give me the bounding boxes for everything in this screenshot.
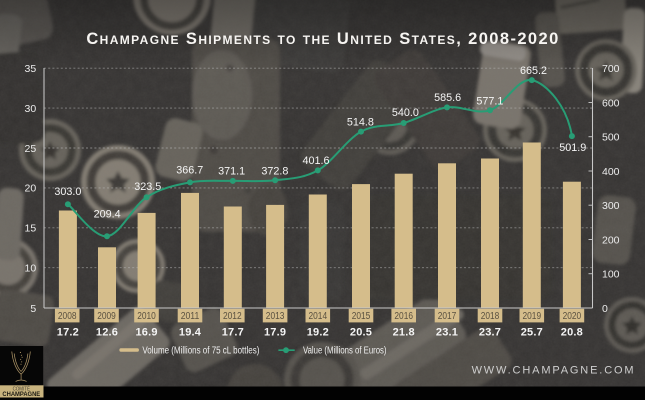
svg-text:CHAMPAGNE: CHAMPAGNE [2, 391, 40, 398]
svg-text:2018: 2018 [481, 311, 500, 322]
svg-text:2020: 2020 [563, 311, 582, 322]
svg-text:401.6: 401.6 [302, 155, 329, 167]
svg-text:Value (Millions of Euros): Value (Millions of Euros) [303, 346, 387, 357]
svg-text:2010: 2010 [137, 311, 156, 322]
svg-text:2019: 2019 [523, 311, 542, 322]
svg-text:323.5: 323.5 [134, 181, 161, 193]
svg-text:600: 600 [602, 97, 620, 109]
svg-text:2014: 2014 [309, 311, 328, 322]
svg-text:200: 200 [602, 234, 620, 246]
svg-text:15: 15 [25, 223, 37, 235]
svg-text:2011: 2011 [181, 311, 200, 322]
svg-text:366.7: 366.7 [176, 164, 203, 176]
svg-text:35: 35 [25, 63, 37, 75]
svg-text:2013: 2013 [266, 311, 285, 322]
svg-text:400: 400 [602, 166, 620, 178]
svg-text:17.2: 17.2 [57, 326, 79, 338]
svg-text:Champagne Shipments to the Uni: Champagne Shipments to the United States… [86, 30, 559, 48]
svg-text:209.4: 209.4 [94, 209, 121, 221]
svg-text:2008: 2008 [58, 311, 77, 322]
svg-text:19.2: 19.2 [307, 326, 329, 338]
svg-text:17.7: 17.7 [222, 326, 244, 338]
svg-text:300: 300 [602, 200, 620, 212]
svg-text:700: 700 [602, 63, 620, 75]
svg-text:10: 10 [25, 263, 37, 275]
svg-text:25: 25 [25, 143, 37, 155]
svg-text:665.2: 665.2 [520, 65, 547, 77]
svg-text:372.8: 372.8 [261, 165, 288, 177]
svg-text:20.5: 20.5 [350, 326, 372, 338]
svg-text:20: 20 [25, 183, 37, 195]
svg-text:2015: 2015 [352, 311, 371, 322]
svg-text:100: 100 [602, 269, 620, 281]
svg-text:500: 500 [602, 132, 620, 144]
svg-text:2017: 2017 [438, 311, 457, 322]
svg-text:0: 0 [602, 303, 608, 315]
svg-text:303.0: 303.0 [54, 186, 81, 198]
svg-text:577.1: 577.1 [476, 95, 503, 107]
svg-text:WWW.CHAMPAGNE.COM: WWW.CHAMPAGNE.COM [472, 365, 636, 377]
svg-text:501.9: 501.9 [559, 142, 586, 154]
svg-text:5: 5 [30, 303, 36, 315]
svg-text:23.1: 23.1 [436, 326, 458, 338]
svg-text:Volume (Millions of 75 cL bott: Volume (Millions of 75 cL bottles) [142, 346, 259, 357]
svg-text:2016: 2016 [394, 311, 413, 322]
svg-text:COMITÉ: COMITÉ [13, 385, 31, 392]
svg-text:2012: 2012 [223, 311, 242, 322]
svg-text:16.9: 16.9 [135, 326, 157, 338]
svg-text:540.0: 540.0 [392, 107, 419, 119]
svg-text:371.1: 371.1 [218, 166, 245, 178]
svg-text:25.7: 25.7 [521, 326, 543, 338]
svg-text:23.7: 23.7 [479, 326, 501, 338]
svg-text:585.6: 585.6 [434, 92, 461, 104]
svg-text:20.8: 20.8 [561, 326, 583, 338]
svg-text:17.9: 17.9 [264, 326, 286, 338]
svg-text:30: 30 [25, 103, 37, 115]
svg-text:514.8: 514.8 [347, 117, 374, 129]
svg-text:19.4: 19.4 [179, 326, 202, 338]
svg-text:2009: 2009 [97, 311, 116, 322]
svg-text:12.6: 12.6 [96, 326, 118, 338]
svg-text:21.8: 21.8 [393, 326, 415, 338]
